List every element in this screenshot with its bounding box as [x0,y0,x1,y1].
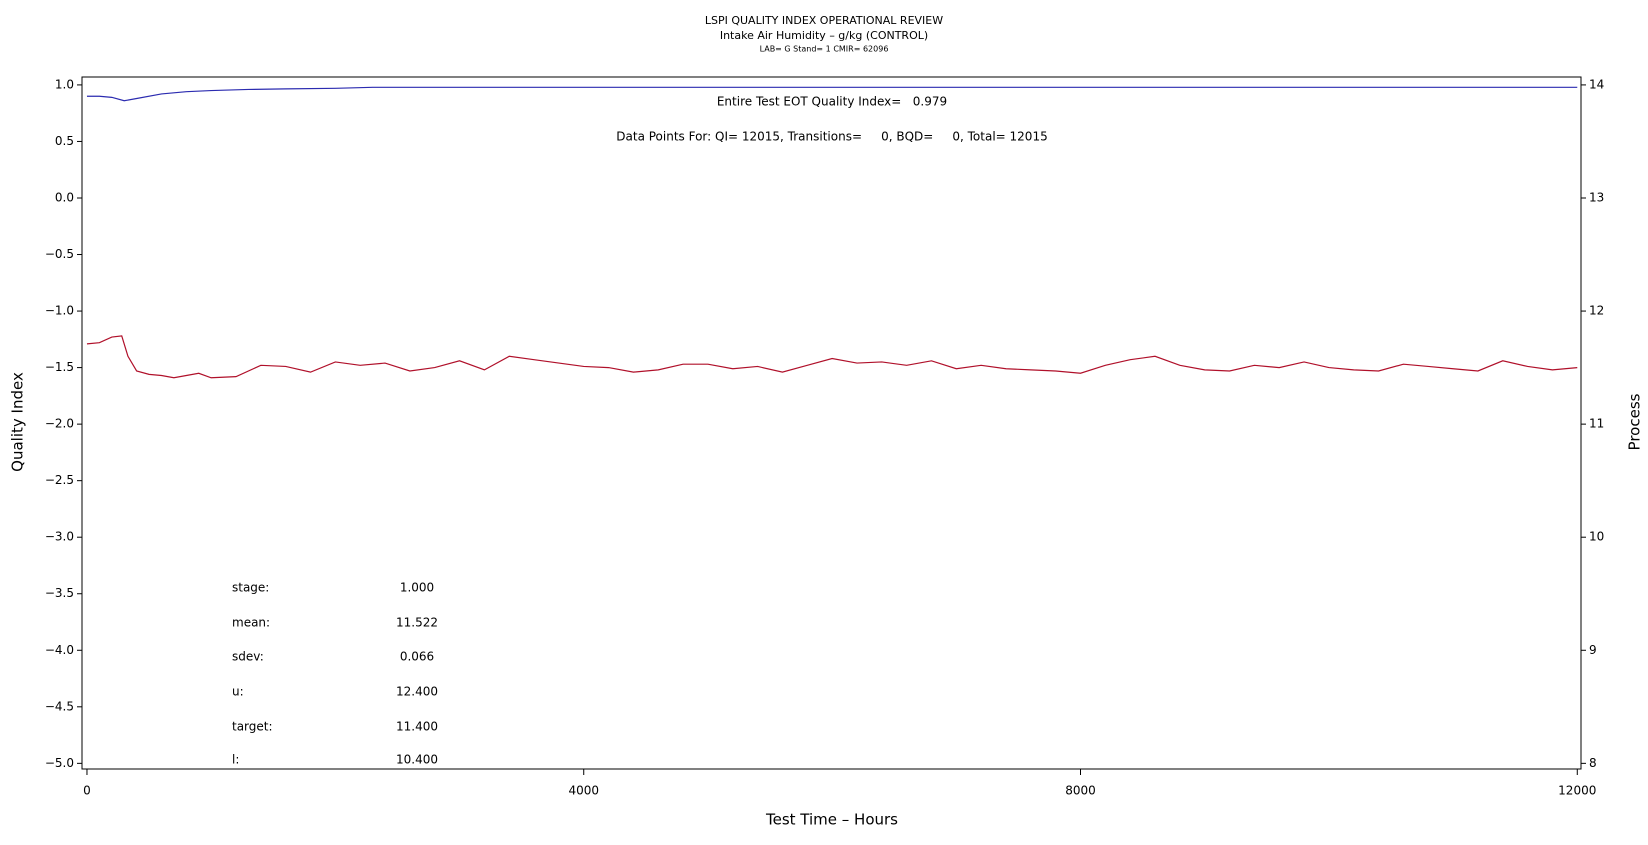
y2-tick-label: 10 [1589,530,1604,544]
x-tick-label: 0 [83,784,91,798]
x-tick-label: 12000 [1558,784,1596,798]
y2-tick-label: 13 [1589,190,1604,204]
stat-label: stage: [232,581,269,595]
y-tick-label: 0.5 [55,134,74,148]
y-tick-label: 1.0 [55,77,74,91]
y-tick-label: −1.5 [45,360,74,374]
x-tick-label: 4000 [568,784,599,798]
plot-frame [81,76,1582,770]
y-tick-label: −2.5 [45,473,74,487]
stat-value: 0.066 [400,650,434,664]
chart-subtitle: Intake Air Humidity – g/kg (CONTROL) [720,29,928,42]
stat-value: 1.000 [400,581,434,595]
x-tick-label: 8000 [1065,784,1096,798]
y-tick-label: −1.0 [45,304,74,318]
y-tick-label: −3.0 [45,530,74,544]
y2-tick-label: 12 [1589,304,1604,318]
y2-tick-label: 9 [1589,643,1597,657]
stat-label: l: [232,753,239,767]
y2-tick-label: 11 [1589,417,1604,431]
annotation: Entire Test EOT Quality Index= 0.979 [717,95,947,109]
y2-tick-label: 8 [1589,756,1597,770]
stat-label: sdev: [232,650,264,664]
y-tick-label: −5.0 [45,756,74,770]
chart-title: LSPI QUALITY INDEX OPERATIONAL REVIEW [705,14,943,27]
stat-value: 12.400 [396,685,438,699]
y-tick-label: −0.5 [45,247,74,261]
stat-value: 10.400 [396,753,438,767]
y-tick-label: −4.0 [45,643,74,657]
series-line [86,335,1578,379]
stat-label: mean: [232,616,270,630]
x-axis-label: Test Time – Hours [765,811,898,829]
y-tick-label: 0.0 [55,190,74,204]
y-tick-label: −3.5 [45,586,74,600]
y-tick-label: −2.0 [45,417,74,431]
y2-tick-label: 14 [1589,77,1604,91]
chart-subtitle: LAB= G Stand= 1 CMIR= 62096 [760,45,889,54]
y-axis-label: Quality Index [9,372,27,472]
stat-value: 11.400 [396,720,438,734]
stat-label: target: [232,720,273,734]
series-line [86,86,1578,102]
y-tick-label: −4.5 [45,699,74,713]
y2-axis-label: Process [1626,393,1644,450]
stat-label: u: [232,685,244,699]
stat-value: 11.522 [396,616,438,630]
annotation: Data Points For: QI= 12015, Transitions=… [616,130,1047,144]
